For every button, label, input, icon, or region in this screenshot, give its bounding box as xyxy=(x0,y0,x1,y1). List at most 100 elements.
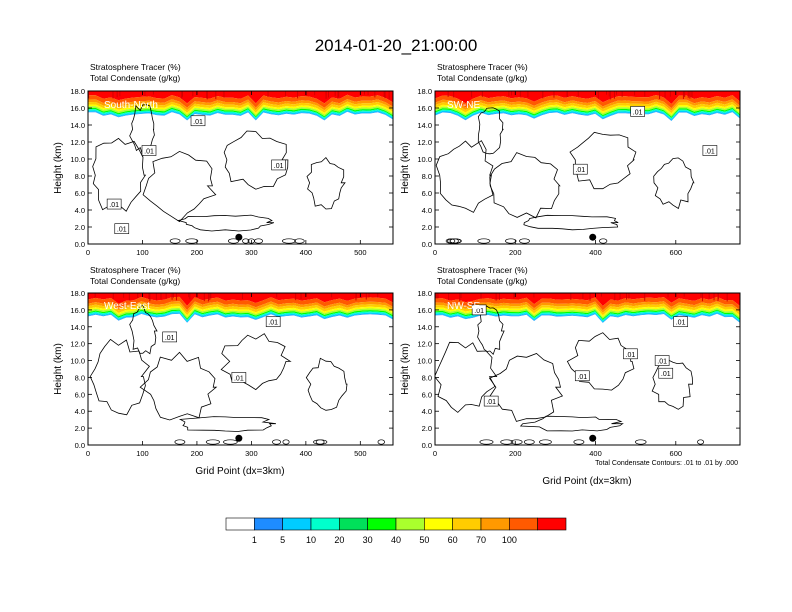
colorbar-level-label: 100 xyxy=(502,535,517,545)
colorbar-level-label: 5 xyxy=(280,535,285,545)
condensate-contour-5 xyxy=(178,416,276,432)
panel-2-field: .01 .01 .01 xyxy=(435,91,740,244)
y-tick-label: 16.0 xyxy=(70,104,85,113)
colorbar-swatch xyxy=(480,517,510,531)
colorbar-level-label: 50 xyxy=(419,535,429,545)
y-tick-label: 8.0 xyxy=(75,172,85,181)
y-tick-label: 12.0 xyxy=(70,138,85,147)
y-tick-label: 10.0 xyxy=(70,357,85,366)
condensate-contour-1 xyxy=(142,150,217,223)
surface-contour xyxy=(185,238,199,244)
contour-label-box xyxy=(265,316,281,328)
surface-contour xyxy=(449,238,459,244)
contour-label: .01 xyxy=(144,149,154,156)
condensate-contour-1 xyxy=(139,351,218,421)
panel-4-name: NW-SE xyxy=(447,301,480,312)
condensate-contour-4 xyxy=(477,305,505,356)
condensate-contour-5 xyxy=(519,415,624,432)
surface-contour xyxy=(539,439,552,445)
colorbar-level-label: 10 xyxy=(306,535,316,545)
panel-3-variable-line-2: Total Condensate (g/kg) xyxy=(90,276,180,286)
y-tick-label: 8.0 xyxy=(422,373,432,382)
y-tick-label: 0.0 xyxy=(422,441,432,450)
surface-contour xyxy=(169,238,181,244)
contour-label: .01 xyxy=(117,227,127,234)
panel-2-variable-line-1: Stratosphere Tracer (%) xyxy=(437,62,528,72)
y-tick-label: 14.0 xyxy=(417,121,432,130)
condensate-contour-0 xyxy=(92,137,147,212)
contour-label: .01 xyxy=(234,375,244,382)
x-tick-label: 300 xyxy=(245,449,258,458)
tracer-band-1 xyxy=(88,94,393,108)
contour-info: Total Condensate Contours: .01 to .01 by… xyxy=(595,460,738,467)
contour-label-box xyxy=(702,145,718,156)
x-tick-label: 500 xyxy=(354,248,367,257)
x-tick-label: 200 xyxy=(509,248,522,257)
contour-label-box xyxy=(630,106,645,117)
contour-label-box xyxy=(658,367,674,379)
contour-label: .01 xyxy=(676,320,686,327)
tracer-band-8 xyxy=(435,110,740,121)
contour-label-box xyxy=(190,115,206,127)
condensate-contour-5 xyxy=(523,214,619,231)
contour-label-box xyxy=(623,348,638,360)
colorbar-swatch xyxy=(310,517,340,531)
y-tick-label: 8.0 xyxy=(75,373,85,382)
x-tick-label: 100 xyxy=(136,449,149,458)
contour-label-box xyxy=(231,372,247,383)
condensate-contour-5 xyxy=(176,214,275,232)
panel-3-variable-line-1: Stratosphere Tracer (%) xyxy=(90,265,181,275)
colorbar-swatch xyxy=(282,517,312,531)
panel-1-name: South-North xyxy=(104,100,158,111)
tracer-band-8 xyxy=(88,110,393,120)
tracer-band-4 xyxy=(435,104,740,115)
surface-contour xyxy=(377,439,386,445)
contour-label-box xyxy=(162,331,177,343)
plot-background xyxy=(88,91,393,244)
x-tick-label: 400 xyxy=(589,449,602,458)
tracer-band-2 xyxy=(435,99,740,111)
contour-label: .01 xyxy=(626,352,636,359)
tracer-band-9 xyxy=(88,111,393,121)
y-tick-label: 10.0 xyxy=(417,155,432,164)
x-tick-label: 200 xyxy=(191,449,204,458)
x-tick-label: 600 xyxy=(670,248,683,257)
surface-contour xyxy=(313,439,328,445)
panel-4-xlabel: Grid Point (dx=3km) xyxy=(542,476,631,487)
condensate-contour-2 xyxy=(223,130,289,190)
y-tick-label: 6.0 xyxy=(75,390,85,399)
colorbar: 1 5 10 20 30 40 50 60 70 100 xyxy=(225,517,567,545)
y-tick-label: 6.0 xyxy=(422,189,432,198)
contour-label-box xyxy=(271,159,286,171)
plot-frame xyxy=(434,292,741,446)
condensate-contour-0 xyxy=(435,341,498,413)
y-tick-label: 0.0 xyxy=(422,240,432,249)
location-marker xyxy=(589,233,597,241)
surface-contour xyxy=(479,439,494,445)
contour-label: .01 xyxy=(486,399,496,406)
panel-3-name: West-East xyxy=(104,301,150,312)
surface-contour xyxy=(510,439,523,445)
surface-contour xyxy=(174,439,186,445)
surface-contour xyxy=(477,238,491,244)
tracer-band-5 xyxy=(88,307,393,319)
y-tick-label: 12.0 xyxy=(417,138,432,147)
y-tick-label: 16.0 xyxy=(70,306,85,315)
colorbar-swatch xyxy=(537,517,567,531)
condensate-contour-2 xyxy=(569,131,637,190)
surface-contour xyxy=(500,439,514,445)
surface-contour xyxy=(281,238,296,244)
x-tick-label: 0 xyxy=(433,248,437,257)
panel-1: .01 .01 .01 .01 .01 0.0 2.0 4.0 6.0 8.0 10.0 12.0 14… xyxy=(70,87,394,257)
surface-contour xyxy=(573,439,585,445)
x-tick-label: 0 xyxy=(86,248,90,257)
y-tick-label: 16.0 xyxy=(417,306,432,315)
contour-label-box xyxy=(572,163,588,175)
tracer-band-9 xyxy=(88,313,393,323)
surface-contour xyxy=(223,439,238,445)
tracer-band-6 xyxy=(435,107,740,118)
colorbar-level-label: 30 xyxy=(363,535,373,545)
y-tick-label: 4.0 xyxy=(75,206,85,215)
colorbar-swatch xyxy=(395,517,425,531)
